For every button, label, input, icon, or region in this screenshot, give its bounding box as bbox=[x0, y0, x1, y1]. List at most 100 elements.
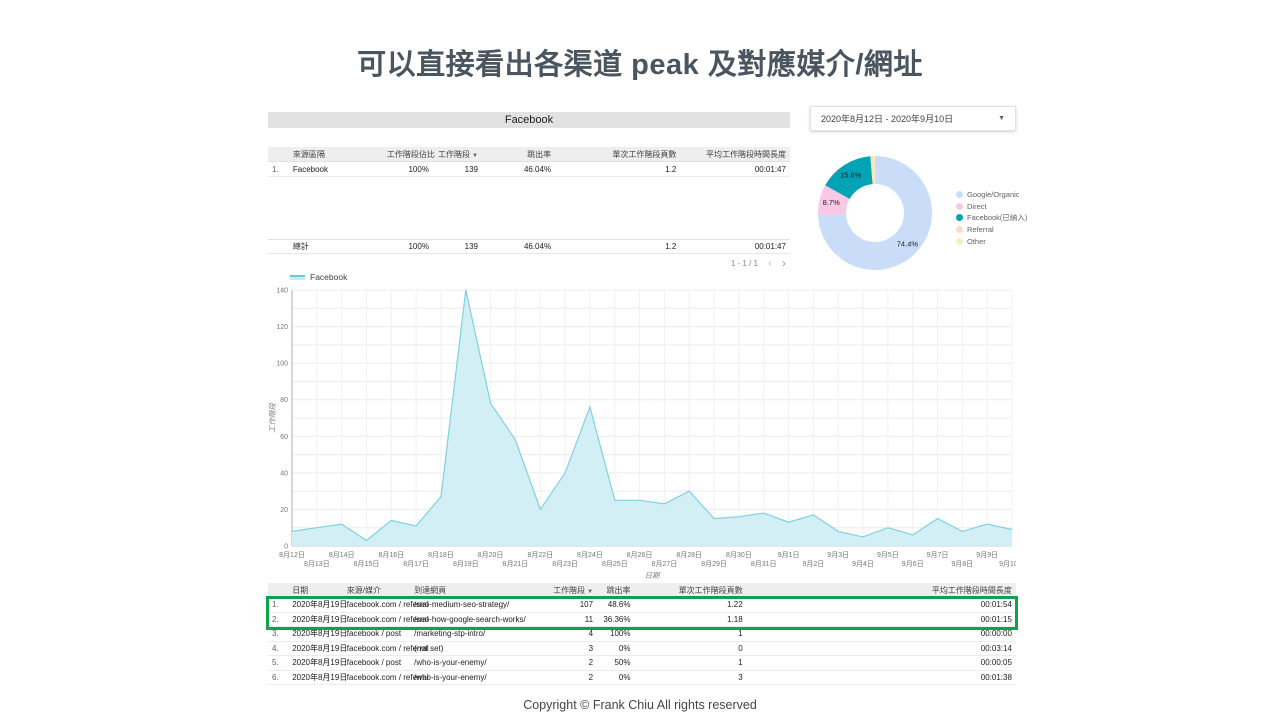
donut-slice[interactable] bbox=[825, 156, 873, 199]
table-row: 5. 2020年8月19日 facebook / post/who-is-your-… bbox=[268, 656, 1016, 671]
table-cell: 1 bbox=[738, 629, 743, 639]
x-tick-label: 9月7日 bbox=[927, 551, 949, 559]
table-cell: 2 bbox=[588, 658, 594, 668]
donut-chart[interactable]: 74.4% 8.7% 15.6% bbox=[812, 150, 942, 276]
area-series-fill[interactable] bbox=[292, 290, 1012, 546]
date-range-selector[interactable]: 2020年8月12日 - 2020年9月10日 ▼ bbox=[810, 106, 1016, 131]
total-row: 總計 100% 139 46.04% 1.2 00:01:47 bbox=[268, 239, 790, 254]
donut-slice[interactable] bbox=[818, 156, 932, 270]
table-cell: 00:00:00 bbox=[980, 629, 1012, 639]
table-row: 4. 2020年8月19日 facebook.com / referral (not … bbox=[268, 641, 1016, 656]
x-tick-label: 8月15日 bbox=[354, 560, 380, 568]
y-tick-label: 0 bbox=[284, 544, 288, 551]
column-header[interactable]: 單次工作階段頁數 bbox=[612, 149, 677, 159]
column-header[interactable]: 來源/媒介 bbox=[346, 585, 382, 595]
table-row: 1. 2020年8月19日 facebook.com / referral/seo-… bbox=[268, 598, 1016, 613]
column-header[interactable]: 跳出率 bbox=[527, 149, 552, 159]
column-header[interactable]: 到達網頁 bbox=[414, 585, 447, 595]
area-series-line[interactable] bbox=[291, 289, 1013, 542]
total-cell: 1.2 bbox=[665, 242, 677, 251]
column-header[interactable]: 平均工作階段時間長度 bbox=[931, 585, 1012, 595]
date-range-label: 2020年8月12日 - 2020年9月10日 bbox=[821, 114, 954, 124]
x-tick-label: 8月13日 bbox=[304, 560, 330, 568]
column-header[interactable]: 平均工作階段時間長度 bbox=[705, 149, 786, 159]
table-cell: 2020年8月19日 bbox=[292, 614, 348, 624]
legend-dot-icon bbox=[956, 226, 963, 234]
table-cell: /marketing-stp-intro/ bbox=[414, 629, 486, 639]
y-tick-label: 120 bbox=[276, 324, 288, 331]
detail-table-inner: 日期 來源/媒介 到達網頁 工作階段 ▼ 跳出率 單次工作階段頁數 平均工作階段時間長度 1.… bbox=[266, 583, 1018, 685]
total-cell: 100% bbox=[408, 242, 429, 251]
total-cell: 46.04% bbox=[523, 242, 552, 251]
y-tick-label: 80 bbox=[280, 397, 288, 404]
legend-dot-icon bbox=[956, 191, 963, 199]
legend-dot-icon bbox=[956, 214, 963, 222]
legend-item: Facebook(已納入) bbox=[956, 212, 1027, 224]
x-tick-label: 8月22日 bbox=[527, 551, 553, 559]
column-header[interactable]: 工作階段佔比 bbox=[386, 149, 435, 159]
x-tick-label: 9月3日 bbox=[827, 551, 849, 559]
table-cell: 00:03:14 bbox=[980, 643, 1012, 653]
x-tick-label: 8月16日 bbox=[378, 551, 404, 559]
pagination-range-label: 1 - 1 / 1 bbox=[730, 258, 758, 268]
column-header[interactable]: 來源區隔 bbox=[292, 149, 325, 159]
x-tick-label: 8月27日 bbox=[652, 560, 678, 568]
donut-slice[interactable] bbox=[873, 156, 875, 185]
y-tick-label: 100 bbox=[276, 361, 288, 368]
table-cell: 1 bbox=[738, 658, 743, 668]
column-header[interactable]: 工作階段 ▼ bbox=[553, 585, 594, 595]
table-row: 1. Facebook 100% 139 46.04% 1.2 00:01:47 bbox=[268, 162, 790, 177]
table-cell: facebook / post bbox=[346, 629, 402, 639]
legend-item: Direct bbox=[956, 201, 1027, 213]
column-header[interactable]: 工作階段 ▼ bbox=[438, 149, 478, 159]
legend-label: Direct bbox=[967, 201, 987, 211]
table-cell: 00:01:54 bbox=[980, 600, 1012, 610]
table-cell: /who-is-your-enemy/ bbox=[414, 658, 487, 668]
table-cell: 2020年8月19日 bbox=[292, 643, 348, 653]
panel-title: Facebook bbox=[268, 112, 790, 128]
column-header[interactable]: 單次工作階段頁數 bbox=[678, 585, 743, 595]
column-header[interactable]: 日期 bbox=[292, 585, 309, 595]
x-tick-label: 8月23日 bbox=[552, 560, 578, 568]
column-header[interactable]: 跳出率 bbox=[606, 585, 631, 595]
timeseries-chart-svg[interactable]: 0204060801001201408月12日8月13日8月14日8月15日8月… bbox=[268, 284, 1025, 582]
x-tick-label: 8月20日 bbox=[478, 551, 504, 559]
table-cell: 4 bbox=[588, 629, 594, 639]
table-cell: 1.22 bbox=[727, 600, 743, 610]
donut-chart-svg[interactable]: 74.4% 8.7% 15.6% bbox=[812, 150, 942, 276]
table-row: 3. 2020年8月19日 facebook / post/marketing-st… bbox=[268, 627, 1016, 642]
row-index: 2. bbox=[272, 614, 279, 624]
detail-table-body: 1. 2020年8月19日 facebook.com / referral/seo-… bbox=[268, 598, 1016, 685]
x-tick-label: 9月4日 bbox=[852, 560, 874, 568]
row-index: 1. bbox=[272, 164, 279, 174]
summary-table-total-row: 總計 100% 139 46.04% 1.2 00:01:47 bbox=[268, 239, 790, 254]
total-cell: 139 bbox=[464, 242, 478, 251]
detail-table-header: 日期 來源/媒介 到達網頁 工作階段 ▼ 跳出率 單次工作階段頁數 平均工作階段時間長度 bbox=[268, 583, 1016, 598]
timeseries-chart[interactable]: Facebook 0 20 40 60 80 100 120 140 8月12日 8月13日 8月1… bbox=[268, 270, 1025, 582]
slide-title: 可以直接看出各渠道 peak 及對應媒介/網址 bbox=[357, 49, 923, 81]
table-cell: 00:00:05 bbox=[980, 658, 1012, 668]
table-cell: 0% bbox=[618, 643, 631, 653]
table-cell: 2020年8月19日 bbox=[292, 600, 348, 610]
next-page-button[interactable]: › bbox=[782, 256, 786, 270]
donut-slice[interactable] bbox=[870, 156, 875, 185]
donut-slice[interactable] bbox=[817, 185, 850, 216]
total-label: 總計 bbox=[292, 242, 309, 251]
table-cell: (not set) bbox=[414, 643, 444, 653]
x-tick-label: 8月29日 bbox=[701, 560, 727, 568]
table-cell: 139 bbox=[464, 164, 478, 174]
legend-label: Other bbox=[967, 236, 986, 246]
x-tick-label: 9月2日 bbox=[803, 560, 825, 568]
row-index: 1. bbox=[272, 600, 279, 610]
table-cell: 2 bbox=[588, 672, 594, 682]
series-swatch-icon bbox=[290, 274, 305, 280]
table-cell: /seo-medium-seo-strategy/ bbox=[414, 600, 510, 610]
x-tick-label: 8月31日 bbox=[751, 560, 777, 568]
table-cell: 48.6% bbox=[607, 600, 631, 610]
x-tick-label: 8月19日 bbox=[453, 560, 479, 568]
footer-copyright: Copyright © Frank Chiu All rights reserv… bbox=[523, 698, 757, 712]
prev-page-button[interactable]: ‹ bbox=[768, 256, 772, 270]
legend-dot-icon bbox=[956, 202, 963, 210]
table-cell: facebook.com / referral bbox=[346, 643, 429, 653]
row-index: 5. bbox=[272, 658, 279, 668]
